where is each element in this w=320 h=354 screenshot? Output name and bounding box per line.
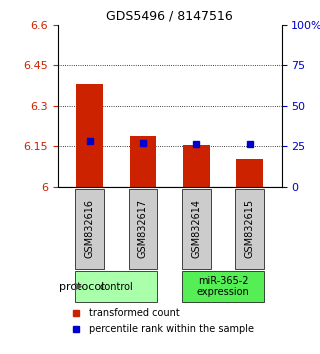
Text: GSM832614: GSM832614 <box>191 199 201 258</box>
FancyBboxPatch shape <box>129 189 157 269</box>
Text: protocol: protocol <box>59 281 104 292</box>
FancyBboxPatch shape <box>75 271 157 302</box>
Text: transformed count: transformed count <box>89 308 180 318</box>
Bar <box>76 84 103 187</box>
Text: control: control <box>100 281 133 292</box>
Text: miR-365-2
expression: miR-365-2 expression <box>196 276 249 297</box>
Title: GDS5496 / 8147516: GDS5496 / 8147516 <box>106 9 233 22</box>
FancyBboxPatch shape <box>182 271 264 302</box>
Text: GSM832615: GSM832615 <box>244 199 255 258</box>
Text: GSM832616: GSM832616 <box>84 199 95 258</box>
FancyBboxPatch shape <box>182 189 211 269</box>
Bar <box>236 159 263 187</box>
Bar <box>130 136 156 187</box>
Text: percentile rank within the sample: percentile rank within the sample <box>89 325 254 335</box>
FancyBboxPatch shape <box>235 189 264 269</box>
Bar <box>183 145 210 187</box>
FancyBboxPatch shape <box>75 189 104 269</box>
Text: GSM832617: GSM832617 <box>138 199 148 258</box>
